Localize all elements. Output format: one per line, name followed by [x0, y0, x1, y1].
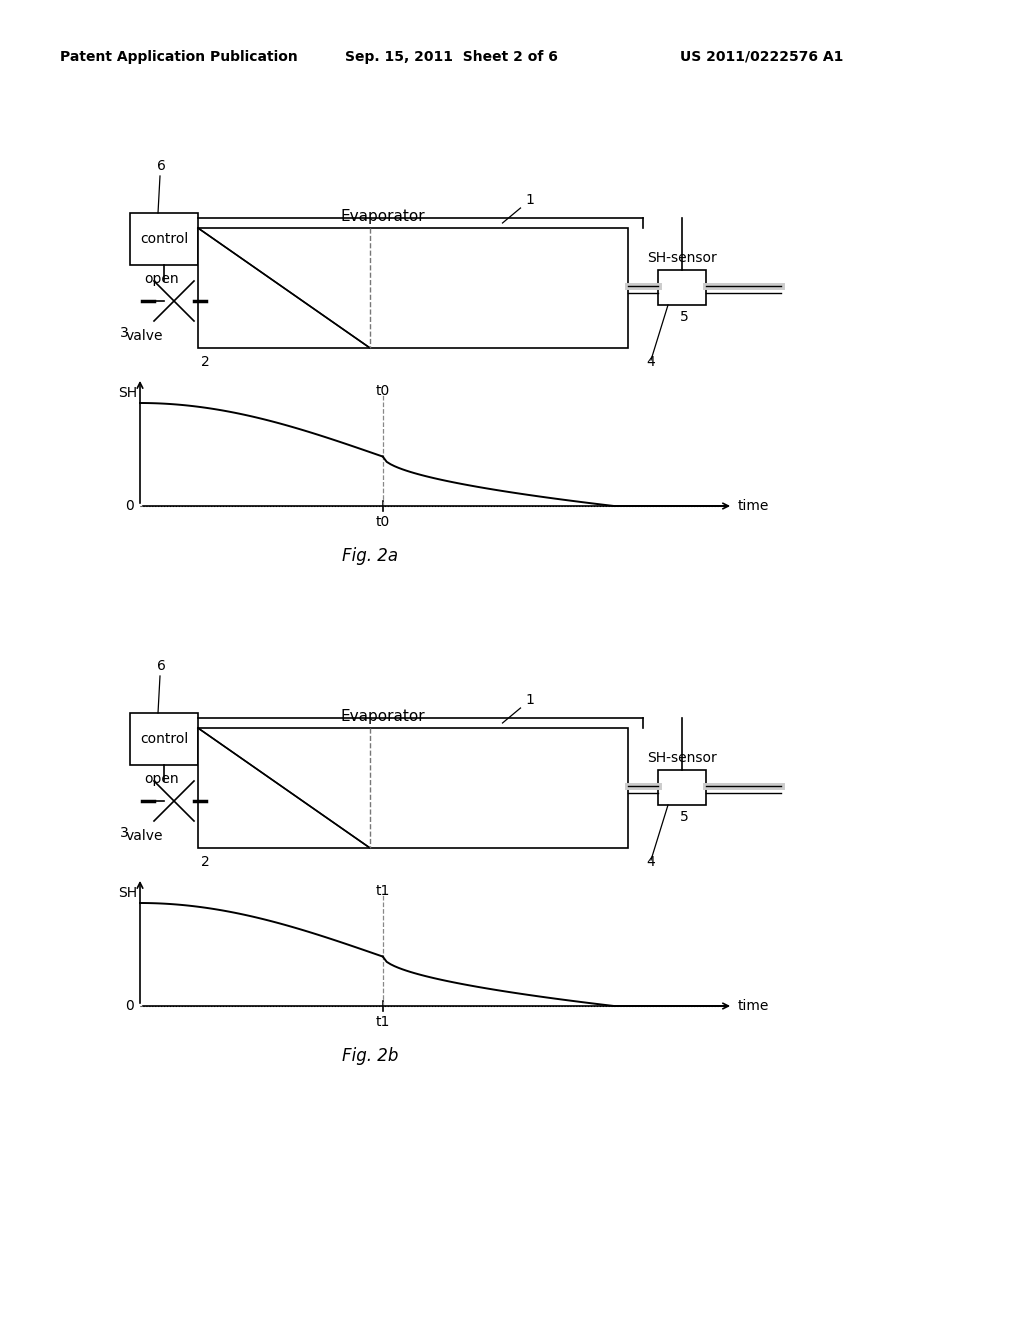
- Text: control: control: [140, 232, 188, 246]
- Text: Evaporator: Evaporator: [341, 709, 425, 723]
- Text: 5: 5: [680, 810, 688, 824]
- Text: US 2011/0222576 A1: US 2011/0222576 A1: [680, 50, 844, 63]
- Text: time: time: [738, 999, 769, 1012]
- Text: 5: 5: [680, 310, 688, 323]
- Text: 3: 3: [120, 826, 129, 840]
- Text: 2: 2: [201, 855, 210, 869]
- Text: 1: 1: [525, 193, 535, 207]
- Text: Evaporator: Evaporator: [341, 209, 425, 223]
- Text: t1: t1: [376, 1015, 390, 1030]
- Text: 4: 4: [646, 855, 654, 869]
- Text: SH-sensor: SH-sensor: [647, 251, 717, 265]
- Text: open: open: [144, 272, 179, 286]
- Text: Fig. 2a: Fig. 2a: [342, 546, 398, 565]
- Text: t0: t0: [376, 515, 390, 529]
- Text: 2: 2: [201, 355, 210, 370]
- Text: 6: 6: [157, 659, 166, 673]
- Text: SH-sensor: SH-sensor: [647, 751, 717, 766]
- Text: 4: 4: [646, 355, 654, 370]
- Text: 1: 1: [525, 693, 535, 708]
- Bar: [130, 713, 198, 766]
- Text: valve: valve: [125, 329, 163, 343]
- Bar: [198, 228, 628, 348]
- Bar: [198, 729, 628, 847]
- Text: 3: 3: [120, 326, 129, 341]
- Bar: [658, 271, 706, 305]
- Text: control: control: [140, 733, 188, 746]
- Text: SH: SH: [118, 886, 137, 900]
- Text: open: open: [144, 772, 179, 785]
- Text: 0: 0: [125, 499, 134, 513]
- Text: SH: SH: [118, 385, 137, 400]
- Text: t1: t1: [376, 884, 390, 898]
- Bar: [658, 770, 706, 805]
- Text: 6: 6: [157, 158, 166, 173]
- Text: Sep. 15, 2011  Sheet 2 of 6: Sep. 15, 2011 Sheet 2 of 6: [345, 50, 558, 63]
- Text: valve: valve: [125, 829, 163, 843]
- Text: 0: 0: [125, 999, 134, 1012]
- Text: time: time: [738, 499, 769, 513]
- Text: Fig. 2b: Fig. 2b: [342, 1047, 398, 1065]
- Text: t0: t0: [376, 384, 390, 399]
- Text: Patent Application Publication: Patent Application Publication: [60, 50, 298, 63]
- Bar: [130, 213, 198, 265]
